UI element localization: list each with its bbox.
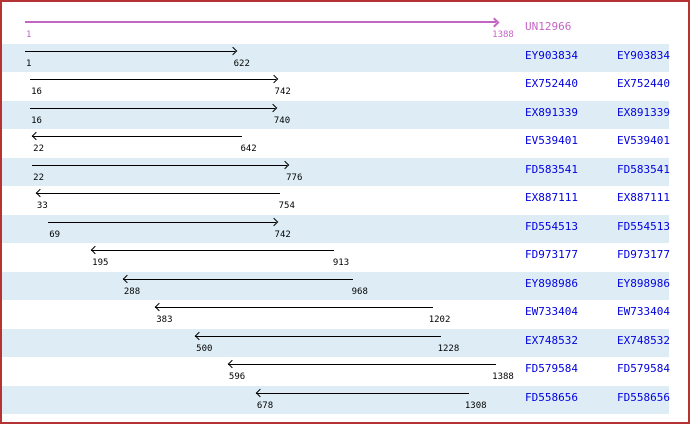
arrowhead-left-icon — [90, 245, 100, 255]
accession-label-secondary[interactable]: EX748532 — [617, 333, 670, 347]
alignment-row: 195 913 FD973177 FD973177 — [2, 243, 670, 272]
start-coordinate: 195 — [92, 258, 109, 268]
alignment-row: 16 742 EX752440 EX752440 — [2, 72, 670, 101]
accession-label[interactable]: EW733404 — [525, 305, 578, 318]
start-coordinate: 383 — [156, 315, 173, 325]
arrowhead-left-icon — [227, 359, 237, 369]
start-coordinate: 678 — [256, 400, 274, 411]
arrowhead-right-icon — [228, 46, 238, 55]
ruler-row: 1 1388 UN12966 — [2, 15, 669, 44]
accession-label[interactable]: FD973177 — [525, 248, 578, 261]
accession-label-secondary[interactable]: EX752440 — [617, 77, 670, 90]
accession-label-secondary[interactable]: FD579584 — [617, 362, 670, 375]
accession-label-secondary[interactable]: EX891339 — [617, 105, 670, 119]
start-coordinate: 596 — [228, 372, 246, 382]
alignment-arrow-line — [32, 164, 288, 166]
start-coordinate: 16 — [31, 87, 42, 97]
accession-label-secondary[interactable]: FD558656 — [617, 390, 670, 404]
arrowhead-right-icon — [269, 74, 278, 84]
accession-label-secondary[interactable]: FD554513 — [617, 219, 670, 233]
end-coordinate: 968 — [351, 286, 368, 297]
accession-label[interactable]: EX887111 — [525, 191, 578, 204]
arrowhead-left-icon — [31, 131, 41, 141]
end-coordinate: 742 — [274, 87, 291, 97]
accession-label-secondary[interactable]: FD583541 — [617, 162, 670, 176]
alignment-arrow-line — [32, 136, 242, 137]
alignment-row: 22 776 FD583541 FD583541 — [2, 157, 670, 186]
start-coordinate: 22 — [33, 172, 44, 183]
accession-label-secondary[interactable]: EY898986 — [617, 276, 670, 290]
start-coordinate: 500 — [196, 343, 213, 354]
accession-label-secondary[interactable]: EW733404 — [617, 305, 670, 318]
start-coordinate: 1 — [26, 30, 32, 40]
accession-label[interactable]: EY903834 — [525, 48, 578, 62]
alignment-row: 500 1228 EX748532 EX748532 — [2, 328, 670, 357]
alignment-row: 33 754 EX887111 EX887111 — [2, 186, 670, 215]
start-coordinate: 22 — [33, 144, 44, 154]
alignment-row: 16 740 EX891339 EX891339 — [2, 100, 670, 129]
accession-label-secondary[interactable]: EY903834 — [617, 48, 670, 62]
end-coordinate: 776 — [286, 172, 303, 183]
start-coordinate: 288 — [123, 286, 141, 297]
accession-label-secondary[interactable]: EV539401 — [617, 134, 670, 147]
alignment-arrow-line — [30, 107, 275, 109]
end-coordinate: 742 — [274, 229, 291, 240]
accession-label[interactable]: EX748532 — [525, 333, 578, 347]
alignment-arrow-line — [48, 221, 276, 223]
start-coordinate: 1 — [26, 58, 32, 69]
start-coordinate: 33 — [36, 201, 48, 211]
arrowhead-left-icon — [194, 331, 204, 340]
alignment-arrow-line — [30, 79, 276, 80]
end-coordinate: 1388 — [492, 372, 514, 382]
alignment-arrow-line — [255, 392, 469, 394]
accession-label[interactable]: EX891339 — [525, 105, 578, 119]
alignment-arrow-line — [25, 50, 235, 52]
end-coordinate: 754 — [278, 201, 295, 211]
alignment-row: 1 622 EY903834 EY903834 — [2, 43, 670, 72]
end-coordinate: 740 — [273, 115, 291, 126]
alignment-arrow-line — [122, 278, 353, 280]
alignment-arrow-line — [155, 307, 433, 308]
arrowhead-right-icon — [269, 217, 278, 226]
arrowhead-right-icon — [281, 160, 290, 169]
accession-label[interactable]: FD579584 — [525, 362, 578, 375]
end-coordinate: 1308 — [464, 400, 487, 411]
ruler-arrow-line — [25, 21, 496, 23]
alignment-arrow-line — [91, 250, 334, 251]
accession-label-secondary[interactable]: FD973177 — [617, 248, 670, 261]
end-coordinate: 1228 — [437, 343, 460, 354]
accession-label-secondary[interactable]: EX887111 — [617, 191, 670, 204]
end-coordinate: 1388 — [492, 30, 514, 40]
arrowhead-left-icon — [155, 302, 164, 312]
accession-label[interactable]: FD554513 — [525, 219, 578, 233]
arrowhead-left-icon — [35, 188, 45, 198]
alignment-row: 596 1388 FD579584 FD579584 — [2, 357, 670, 386]
start-coordinate: 69 — [49, 229, 61, 240]
alignment-row: 383 1202 EW733404 EW733404 — [2, 300, 670, 329]
alignment-arrow-line — [227, 364, 496, 365]
end-coordinate: 1202 — [428, 315, 451, 325]
end-coordinate: 913 — [332, 258, 350, 268]
accession-label[interactable]: EX752440 — [525, 77, 578, 90]
alignment-row: 22 642 EV539401 EV539401 — [2, 129, 670, 158]
accession-label[interactable]: FD558656 — [525, 390, 578, 404]
alignment-arrow-line — [35, 193, 280, 194]
end-coordinate: 622 — [233, 58, 250, 69]
alignment-arrow-line — [195, 335, 442, 337]
start-coordinate: 16 — [31, 115, 42, 126]
alignment-row: 288 968 EY898986 EY898986 — [2, 271, 670, 300]
accession-label[interactable]: EV539401 — [525, 134, 578, 147]
arrowhead-left-icon — [255, 388, 265, 397]
unigene-cluster-label: UN12966 — [525, 20, 572, 33]
accession-label[interactable]: EY898986 — [525, 276, 578, 290]
alignment-row: 678 1308 FD558656 FD558656 — [2, 385, 670, 414]
accession-label[interactable]: FD583541 — [525, 162, 578, 176]
alignment-row: 69 742 FD554513 FD554513 — [2, 214, 670, 243]
arrowhead-right-icon — [268, 103, 278, 112]
end-coordinate: 642 — [240, 144, 257, 154]
arrowhead-right-icon — [489, 17, 500, 28]
arrowhead-left-icon — [122, 274, 132, 283]
